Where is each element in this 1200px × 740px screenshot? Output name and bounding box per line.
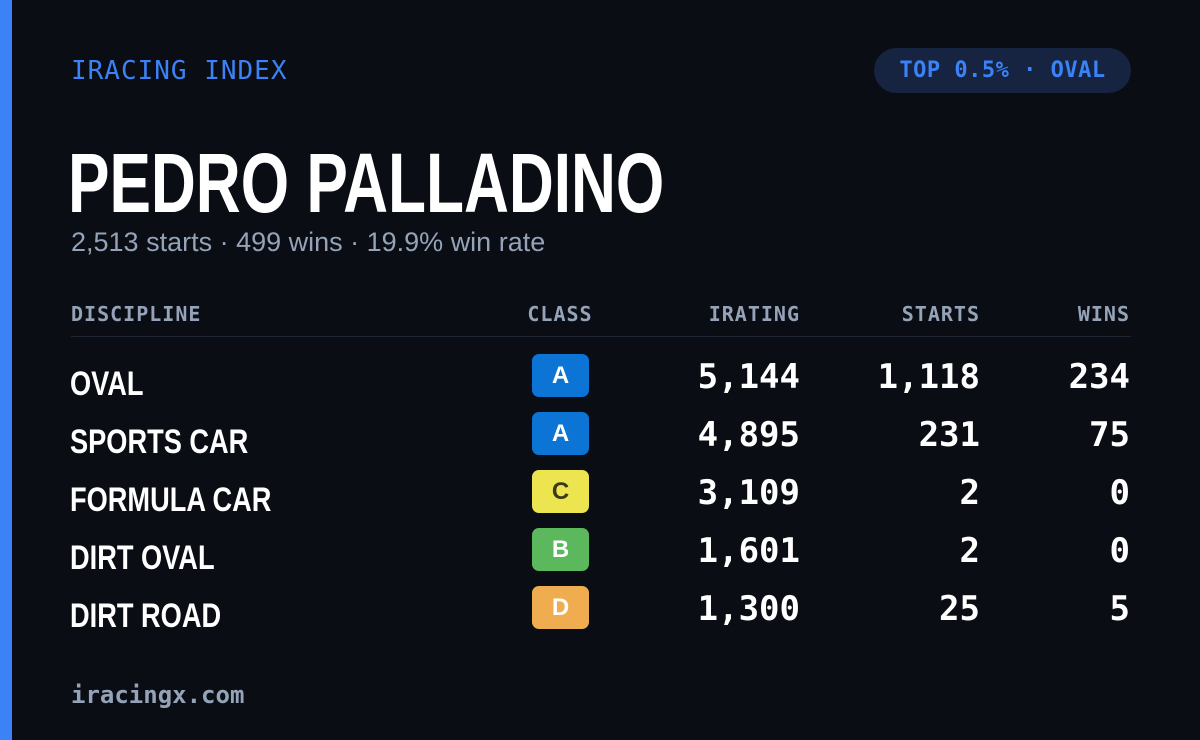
discipline-name: DIRT ROAD xyxy=(70,597,222,635)
class-badge: B xyxy=(532,528,589,571)
class-badge: A xyxy=(532,354,589,397)
starts-value: 231 xyxy=(918,415,980,455)
class-badge: C xyxy=(532,470,589,513)
discipline-name: DIRT OVAL xyxy=(70,539,215,577)
discipline-name: SPORTS CAR xyxy=(70,423,249,461)
accent-bar xyxy=(0,0,12,740)
irating-value: 4,895 xyxy=(697,415,800,455)
table-row: FORMULA CAR C 3,109 2 0 xyxy=(0,468,1200,526)
column-header-starts: STARTS xyxy=(901,302,980,326)
wins-value: 234 xyxy=(1068,357,1130,397)
class-badge: A xyxy=(532,412,589,455)
starts-value: 1,118 xyxy=(877,357,980,397)
table-row: SPORTS CAR A 4,895 231 75 xyxy=(0,410,1200,468)
discipline-name: OVAL xyxy=(70,365,144,403)
discipline-name: FORMULA CAR xyxy=(70,481,272,519)
discipline-table: OVAL A 5,144 1,118 234 SPORTS CAR A 4,89… xyxy=(0,352,1200,642)
column-header-wins: WINS xyxy=(1077,302,1130,326)
header-divider xyxy=(71,336,1131,337)
column-header-irating: IRATING xyxy=(708,302,800,326)
driver-summary: 2,513 starts · 499 wins · 19.9% win rate xyxy=(71,227,546,257)
class-badge: D xyxy=(532,586,589,629)
irating-value: 1,300 xyxy=(697,589,800,629)
wins-value: 5 xyxy=(1109,589,1130,629)
starts-value: 2 xyxy=(959,473,980,513)
driver-name: PEDRO PALLADINO xyxy=(68,136,665,230)
rank-badge: TOP 0.5% · OVAL xyxy=(874,48,1131,93)
table-row: DIRT OVAL B 1,601 2 0 xyxy=(0,526,1200,584)
table-row: DIRT ROAD D 1,300 25 5 xyxy=(0,584,1200,642)
starts-value: 2 xyxy=(959,531,980,571)
irating-value: 5,144 xyxy=(697,357,800,397)
column-header-class: CLASS xyxy=(527,302,593,326)
starts-value: 25 xyxy=(939,589,980,629)
column-header-discipline: DISCIPLINE xyxy=(71,302,202,326)
wins-value: 75 xyxy=(1089,415,1130,455)
table-row: OVAL A 5,144 1,118 234 xyxy=(0,352,1200,410)
irating-value: 1,601 xyxy=(697,531,800,571)
brand-title: IRACING INDEX xyxy=(71,56,288,86)
wins-value: 0 xyxy=(1109,473,1130,513)
irating-value: 3,109 xyxy=(697,473,800,513)
wins-value: 0 xyxy=(1109,531,1130,571)
footer-site-link[interactable]: iracingx.com xyxy=(71,681,245,709)
